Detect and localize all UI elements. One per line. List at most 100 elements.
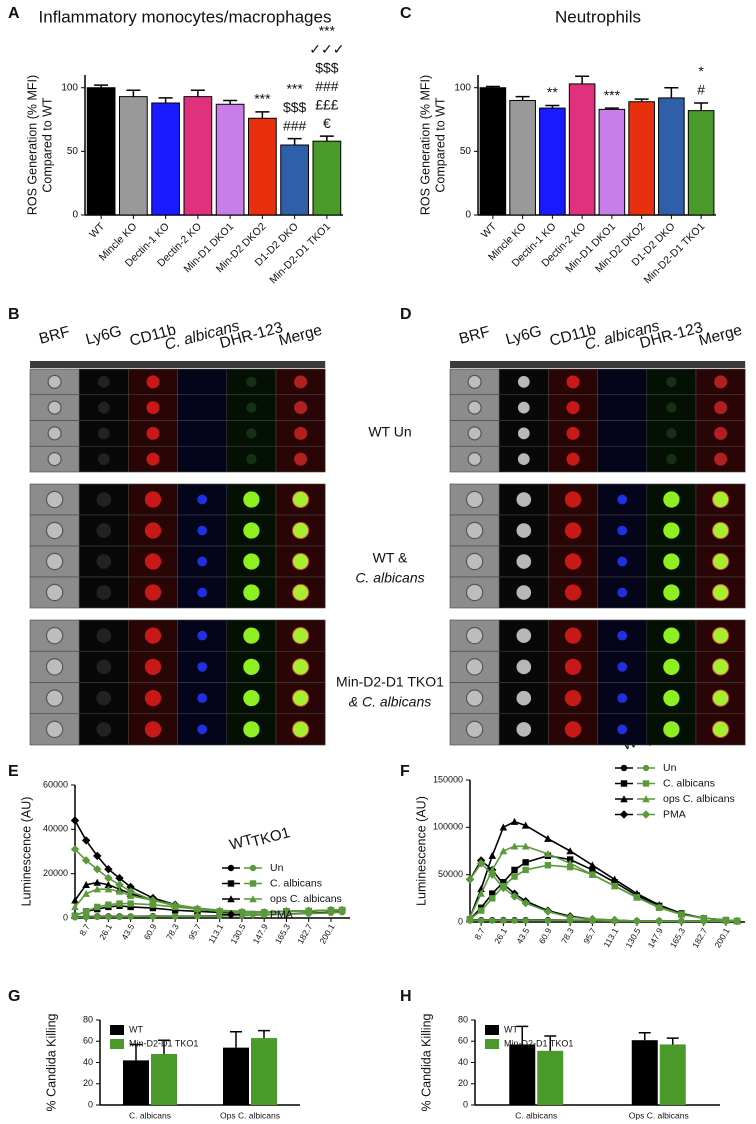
marker (500, 917, 507, 924)
cell (144, 584, 162, 601)
marker (511, 917, 518, 924)
marker (248, 910, 258, 919)
cell (617, 724, 628, 735)
marker (148, 896, 158, 905)
annotation: *** (319, 22, 336, 38)
cell (144, 627, 162, 644)
annotation: ✓✓✓ (309, 41, 344, 57)
cell (45, 490, 64, 509)
annotation: $$$ (315, 59, 339, 75)
cell (197, 724, 208, 735)
marker (116, 900, 123, 907)
cell (663, 491, 680, 508)
cell (714, 375, 728, 389)
cell (516, 628, 532, 643)
cell (144, 690, 162, 707)
marker (249, 880, 257, 887)
error-bar (604, 107, 619, 110)
error-bar (190, 89, 205, 97)
cell (197, 630, 208, 641)
marker (71, 896, 79, 904)
x-tick-label: 95.7 (186, 922, 203, 942)
marker (104, 865, 113, 874)
marker (115, 880, 124, 889)
image-cell (449, 713, 500, 746)
marker (544, 834, 552, 842)
cell (517, 427, 530, 440)
bar (509, 1044, 536, 1105)
y-tick-label: 20000 (43, 868, 68, 878)
cell (465, 552, 484, 571)
panel-label: D (400, 306, 412, 323)
marker (699, 916, 708, 926)
error-bar (485, 85, 500, 88)
cell (47, 374, 62, 389)
marker (81, 856, 91, 865)
bar (280, 144, 309, 216)
image-cell (177, 368, 228, 396)
cell (197, 693, 208, 703)
error-bar (94, 84, 109, 88)
cell (465, 626, 484, 645)
marker (82, 880, 90, 888)
cell (711, 552, 730, 571)
cell (246, 402, 257, 413)
series-line (74, 911, 343, 919)
marker (565, 913, 575, 922)
error-bar (638, 1032, 651, 1041)
cell (517, 376, 530, 388)
error-bar (544, 1035, 557, 1051)
cell (711, 689, 730, 707)
marker (94, 903, 101, 911)
marker (588, 914, 597, 924)
legend-swatch (485, 1039, 499, 1049)
marker (105, 901, 112, 908)
image-cell (597, 445, 648, 473)
marker (93, 878, 102, 886)
error-bar (694, 102, 709, 111)
y-axis-label: ROS Generation (% MFI) (418, 75, 432, 215)
bar (248, 117, 277, 216)
cell (96, 628, 112, 643)
cell (617, 494, 628, 505)
marker (104, 880, 113, 888)
marker (104, 873, 113, 883)
marker (116, 913, 123, 921)
cell (144, 658, 162, 675)
cell (243, 690, 260, 707)
error-bar (287, 137, 302, 145)
marker (149, 901, 157, 908)
cell (465, 658, 484, 676)
error-bar (255, 111, 270, 119)
annotation: *** (254, 91, 271, 107)
cell (45, 626, 64, 645)
image-cell (548, 713, 598, 746)
legend-label: PMA (663, 808, 686, 820)
y-axis-label: ROS Generation (% MFI) (25, 75, 39, 215)
cell (197, 525, 208, 536)
marker (522, 917, 529, 924)
image-cell (597, 394, 648, 421)
marker (227, 895, 235, 903)
cell (663, 658, 680, 675)
marker (93, 851, 102, 861)
cell (711, 658, 730, 676)
image-header-strip (450, 361, 746, 368)
y-tick-label: 0 (465, 210, 471, 221)
marker (488, 866, 497, 874)
x-tick-label: WT (87, 220, 107, 240)
cell (243, 627, 260, 644)
marker (170, 901, 180, 911)
annotation: ### (283, 117, 307, 133)
image-cell (29, 445, 80, 473)
cell (291, 552, 310, 571)
marker (588, 861, 597, 869)
channel-header: Merge (277, 322, 324, 350)
marker (127, 900, 134, 907)
marker (227, 864, 235, 872)
cell (517, 453, 530, 465)
legend-label: PMA (270, 908, 293, 920)
cell (294, 375, 308, 389)
image-cell (597, 420, 648, 447)
cell (564, 522, 582, 539)
